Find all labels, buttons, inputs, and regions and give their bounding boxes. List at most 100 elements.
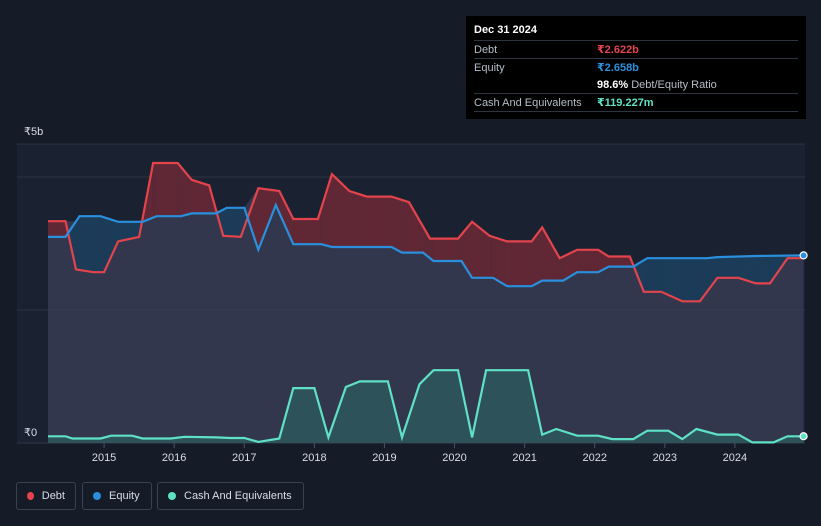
- debt-excess-segment: [468, 223, 471, 275]
- debt-excess-segment: [403, 200, 405, 253]
- debt-excess-segment: [337, 179, 341, 247]
- debt-excess-segment: [279, 191, 282, 219]
- debt-excess-segment: [480, 228, 484, 278]
- debt-excess-segment: [371, 196, 376, 247]
- debt-excess-segment: [587, 249, 592, 273]
- legend-equity-label: Equity: [109, 490, 140, 502]
- equity-excess-segment: [678, 258, 683, 302]
- debt-excess-segment: [409, 202, 412, 253]
- debt-excess-segment: [472, 221, 475, 278]
- debt-excess-segment: [603, 253, 606, 270]
- legend-item-equity[interactable]: Equity: [82, 482, 152, 510]
- debt-excess-segment: [153, 163, 155, 218]
- y-label-top: ₹5b: [24, 126, 43, 138]
- debt-excess-segment: [553, 247, 557, 281]
- debt-excess-segment: [536, 232, 539, 284]
- equity-excess-segment: [103, 217, 105, 273]
- debt-excess-segment: [288, 209, 291, 239]
- x-tick-label: 2015: [92, 452, 116, 464]
- equity-excess-segment: [671, 258, 676, 299]
- debt-excess-segment: [326, 185, 329, 247]
- debt-excess-segment: [153, 163, 154, 218]
- equity-excess-segment: [132, 221, 136, 239]
- equity-excess-segment: [238, 207, 241, 237]
- debt-excess-segment: [177, 163, 179, 217]
- debt-excess-segment: [626, 256, 630, 267]
- equity-excess-segment: [755, 255, 759, 284]
- equity-excess-segment: [753, 256, 756, 284]
- debt-excess-segment: [428, 236, 430, 259]
- debt-excess-segment: [267, 189, 270, 228]
- tooltip-row-equity: Equity ₹2.658b: [474, 58, 798, 76]
- legend-cash-label: Cash And Equivalents: [184, 490, 292, 502]
- legend-item-cash[interactable]: Cash And Equivalents: [157, 482, 304, 510]
- tooltip-ratio-value: 98.6%: [597, 78, 629, 91]
- equity-excess-segment: [750, 256, 753, 283]
- debt-excess-segment: [502, 239, 505, 285]
- debt-excess-segment: [261, 188, 265, 243]
- debt-excess-segment: [433, 238, 438, 261]
- debt-excess-segment: [600, 250, 602, 272]
- debt-excess-segment: [519, 241, 524, 287]
- debt-line: [48, 161, 804, 303]
- tooltip-cash-value: ₹119.227m: [597, 97, 654, 109]
- debt-excess-segment: [330, 174, 332, 247]
- equity-excess-segment: [720, 256, 725, 278]
- equity-excess-segment: [727, 256, 732, 278]
- equity-excess-segment: [97, 216, 99, 273]
- equity-excess-segment: [128, 221, 133, 240]
- debt-excess-segment: [594, 249, 599, 273]
- equity-excess-segment: [645, 259, 646, 292]
- debt-excess-segment: [493, 236, 496, 280]
- debt-excess-segment: [459, 235, 461, 261]
- debt-excess-segment: [560, 257, 562, 281]
- equity-excess-segment: [645, 258, 647, 292]
- equity-excess-segment: [106, 218, 109, 268]
- debt-excess-segment: [427, 234, 429, 258]
- equity-excess-segment: [640, 261, 642, 288]
- debt-excess-segment: [430, 238, 432, 260]
- debt-excess-segment: [178, 163, 179, 217]
- equity-excess-segment: [701, 258, 703, 300]
- debt-excess-segment: [565, 254, 568, 280]
- equity-excess-segment: [121, 221, 126, 241]
- equity-excess-segment: [108, 218, 112, 262]
- debt-excess-segment: [318, 215, 319, 245]
- tooltip-equity-label: Equity: [474, 61, 505, 74]
- equity-excess-segment: [710, 257, 713, 288]
- equity-excess-segment: [654, 258, 657, 292]
- debt-dot-icon: [27, 492, 34, 500]
- equity-excess-segment: [642, 260, 644, 292]
- debt-excess-segment: [156, 163, 161, 217]
- equity-excess-segment: [226, 207, 230, 237]
- equity-excess-segment: [644, 259, 645, 292]
- debt-excess-segment: [291, 214, 294, 245]
- debt-excess-segment: [309, 219, 314, 245]
- debt-excess-segment: [622, 256, 627, 267]
- debt-excess-segment: [406, 201, 408, 253]
- equity-excess-segment: [229, 207, 232, 237]
- equity-excess-segment: [102, 216, 103, 273]
- equity-excess-segment: [125, 221, 129, 240]
- debt-excess-segment: [483, 231, 487, 278]
- equity-excess-segment: [704, 258, 706, 295]
- legend-item-debt[interactable]: Debt: [16, 482, 76, 510]
- debt-excess-segment: [277, 190, 279, 211]
- x-tick-label: 2016: [162, 452, 186, 464]
- debt-excess-segment: [156, 163, 157, 217]
- debt-excess-segment: [463, 230, 466, 267]
- equity-excess-segment: [656, 258, 659, 292]
- debt-excess-segment: [400, 199, 402, 253]
- debt-excess-segment: [258, 188, 262, 250]
- debt-excess-segment: [432, 238, 433, 261]
- debt-excess-segment: [458, 237, 459, 261]
- debt-excess-segment: [364, 195, 367, 247]
- equity-excess-segment: [731, 256, 735, 278]
- debt-excess-segment: [48, 221, 51, 237]
- debt-excess-segment: [490, 236, 492, 278]
- equity-excess-segment: [706, 258, 709, 292]
- equity-excess-segment: [741, 256, 745, 280]
- debt-excess-segment: [511, 241, 516, 287]
- debt-excess-segment: [154, 163, 156, 217]
